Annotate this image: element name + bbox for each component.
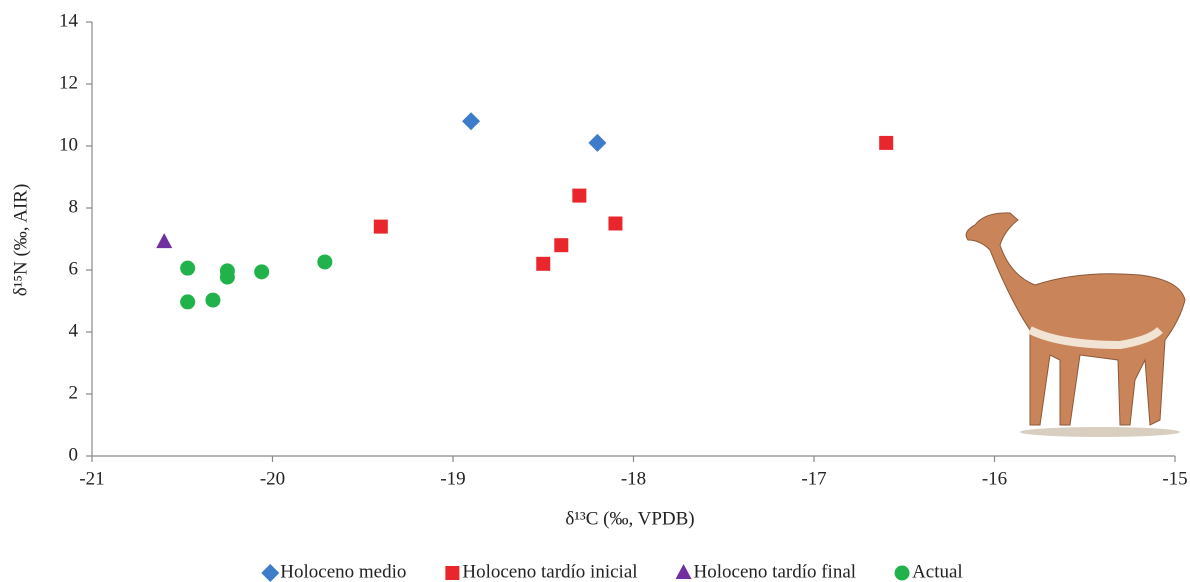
legend-marker	[675, 564, 692, 579]
x-tick-label: -19	[440, 468, 465, 489]
legend-label: Actual	[912, 561, 963, 582]
x-tick-label: -15	[1162, 468, 1187, 489]
y-tick-label: 10	[59, 134, 78, 155]
legend-marker	[894, 565, 910, 581]
x-tick-label: -18	[621, 468, 646, 489]
y-tick-label: 8	[69, 196, 79, 217]
llama-illustration	[965, 212, 1186, 437]
point	[462, 112, 481, 131]
x-tick-label: -20	[260, 468, 285, 489]
y-tick-label: 6	[69, 258, 79, 279]
y-tick-label: 0	[69, 444, 79, 465]
x-axis-title: δ¹³C (‰, VPDB)	[565, 508, 694, 529]
point	[536, 256, 551, 271]
point	[254, 264, 270, 280]
point	[180, 260, 196, 276]
point	[608, 216, 623, 231]
point	[317, 254, 333, 270]
point	[588, 133, 607, 152]
x-tick-label: -17	[801, 468, 826, 489]
legend-label: Holoceno tardío final	[694, 561, 857, 582]
legend-marker	[445, 566, 460, 580]
y-tick-label: 4	[69, 320, 79, 341]
point	[180, 294, 196, 310]
point	[156, 233, 173, 249]
point	[219, 269, 235, 285]
point	[205, 292, 221, 308]
y-tick-label: 2	[69, 382, 79, 403]
y-tick-label: 14	[59, 10, 79, 31]
legend-label: Holoceno medio	[280, 561, 406, 582]
legend-marker	[261, 564, 280, 582]
x-tick-label: -16	[982, 468, 1007, 489]
point	[554, 238, 569, 253]
x-tick-label: -21	[79, 468, 104, 489]
point	[373, 219, 388, 234]
y-axis-title: δ¹⁵N (‰, AIR)	[10, 184, 31, 297]
point	[572, 188, 587, 203]
legend-label: Holoceno tardío inicial	[462, 561, 637, 582]
y-tick-label: 12	[59, 72, 78, 93]
point	[879, 135, 894, 150]
